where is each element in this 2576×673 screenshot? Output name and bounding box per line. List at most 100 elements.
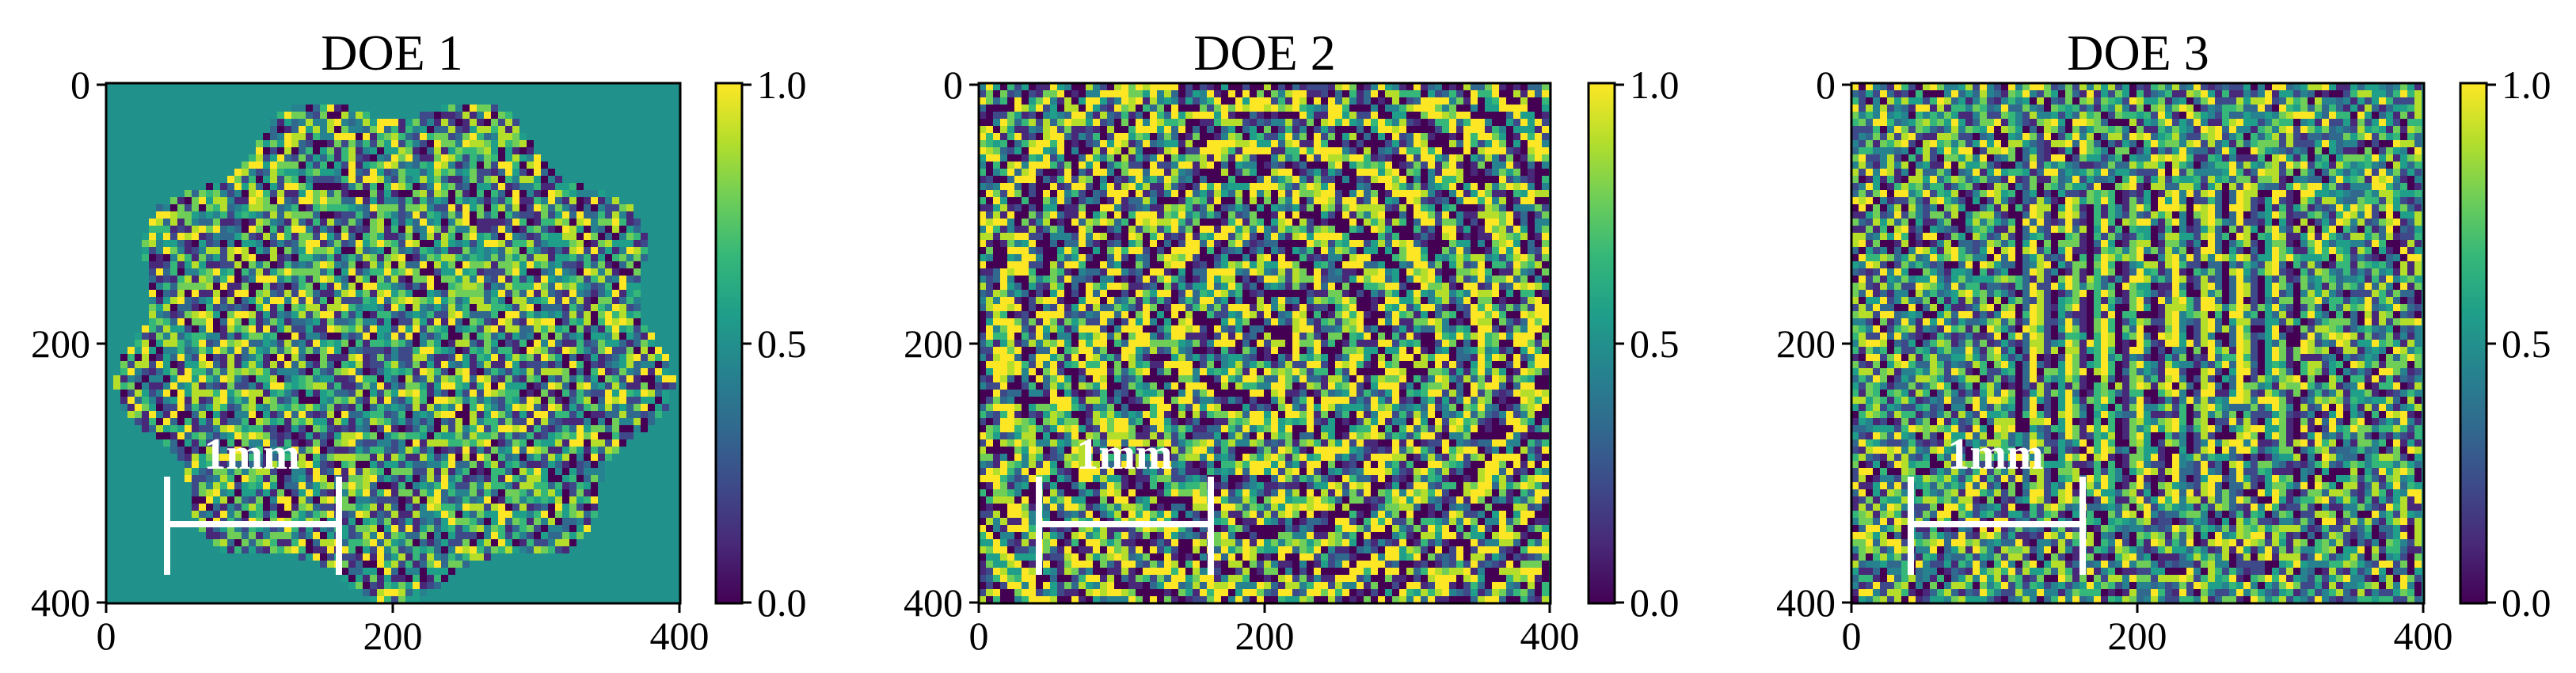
heatmap-cell (562, 439, 569, 447)
heatmap-cell (1043, 105, 1050, 112)
heatmap-cell (527, 425, 534, 432)
heatmap-cell (249, 169, 256, 176)
heatmap-cell (370, 276, 377, 283)
heatmap-cell (491, 304, 498, 311)
heatmap-cell (348, 397, 356, 404)
heatmap-cell (348, 261, 356, 268)
heatmap-cell (441, 325, 448, 333)
heatmap-cell (598, 475, 605, 482)
heatmap-cell (527, 368, 534, 375)
heatmap-cell (405, 211, 413, 219)
heatmap-cell (619, 226, 626, 233)
heatmap-cell (306, 368, 313, 375)
heatmap-cell (1193, 154, 1200, 162)
heatmap-cell (213, 183, 220, 190)
heatmap-cell (363, 589, 370, 596)
heatmap-cell (120, 375, 127, 382)
heatmap-cell (341, 354, 348, 361)
heatmap-cell (213, 233, 220, 240)
heatmap-cell (1036, 119, 1043, 126)
heatmap-cell (299, 276, 306, 283)
heatmap-cell (605, 333, 612, 340)
heatmap-cell (334, 226, 341, 233)
heatmap-cell (420, 204, 427, 211)
heatmap-cell (612, 276, 619, 283)
heatmap-cell (491, 333, 498, 340)
heatmap-cell (1057, 97, 1064, 105)
heatmap-cell (370, 183, 377, 190)
heatmap-cell (192, 226, 199, 233)
heatmap-cell (213, 247, 220, 254)
heatmap-cell (420, 468, 427, 475)
heatmap-cell (234, 482, 242, 489)
heatmap-cell (206, 489, 213, 496)
heatmap-cell (299, 375, 306, 382)
heatmap-cell (1257, 133, 1264, 140)
heatmap-cell (562, 304, 569, 311)
heatmap-cell (377, 347, 384, 354)
heatmap-cell (519, 169, 527, 176)
heatmap-cell (584, 247, 591, 254)
heatmap-cell (505, 219, 512, 226)
heatmap-cell (1492, 140, 1499, 147)
heatmap-cell (206, 411, 213, 418)
heatmap-cell (1050, 97, 1057, 105)
heatmap-cell (512, 261, 519, 268)
heatmap-cell (1007, 112, 1014, 119)
heatmap-cell (455, 475, 462, 482)
heatmap-cell (477, 169, 484, 176)
heatmap-cell (341, 561, 348, 568)
heatmap-cell (1043, 126, 1050, 133)
heatmap-cell (541, 183, 548, 190)
heatmap-cell (634, 226, 641, 233)
heatmap-cell (149, 325, 156, 333)
heatmap-cell (270, 197, 277, 204)
heatmap-cell (334, 375, 341, 382)
heatmap-cell (555, 411, 562, 418)
heatmap-cell (498, 154, 505, 162)
heatmap-cell (170, 204, 177, 211)
heatmap-cell (391, 447, 398, 454)
heatmap-cell (548, 283, 555, 290)
heatmap-cell (555, 432, 562, 439)
heatmap-cell (413, 290, 420, 297)
heatmap-cell (470, 553, 477, 561)
heatmap-cell (584, 518, 591, 525)
heatmap-cell (993, 140, 1000, 147)
heatmap-cell (562, 368, 569, 375)
heatmap-cell (1292, 147, 1299, 154)
heatmap-cell (284, 219, 291, 226)
heatmap-cell (1185, 119, 1193, 126)
heatmap-cell (1499, 90, 1506, 97)
heatmap-cell (320, 147, 327, 154)
heatmap-cell (185, 447, 192, 454)
heatmap-cell (227, 318, 234, 325)
heatmap-cell (484, 504, 491, 511)
heatmap-cell (185, 283, 192, 290)
heatmap-cell (1079, 90, 1086, 97)
heatmap-cell (341, 511, 348, 518)
heatmap-cell (605, 211, 612, 219)
heatmap-cell (1385, 126, 1392, 133)
heatmap-cell (341, 126, 348, 133)
heatmap-cell (192, 418, 199, 425)
heatmap-cell (277, 347, 284, 354)
heatmap-cell (512, 154, 519, 162)
heatmap-cell (299, 318, 306, 325)
heatmap-cell (1193, 105, 1200, 112)
heatmap-cell (505, 226, 512, 233)
heatmap-cell (327, 347, 334, 354)
heatmap-cell (455, 197, 462, 204)
heatmap-cell (584, 489, 591, 496)
heatmap-cell (1093, 97, 1100, 105)
heatmap-cell (327, 447, 334, 454)
heatmap-cell (135, 382, 142, 390)
heatmap-cell (1463, 133, 1471, 140)
heatmap-cell (284, 546, 291, 553)
heatmap-cell (484, 304, 491, 311)
heatmap-cell (348, 340, 356, 347)
heatmap-cell (519, 340, 527, 347)
heatmap-cell (256, 204, 263, 211)
heatmap-cell (306, 261, 313, 268)
heatmap-cell (541, 404, 548, 411)
